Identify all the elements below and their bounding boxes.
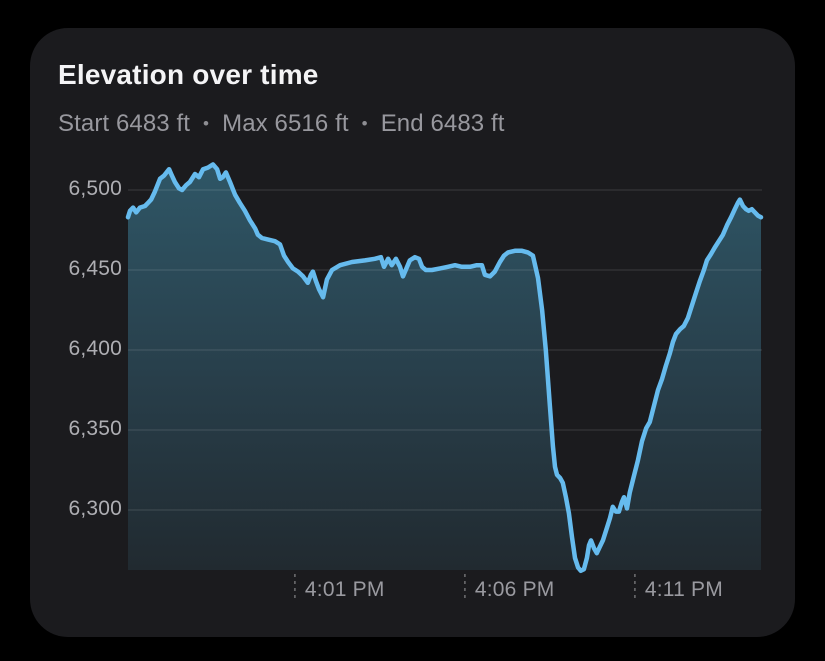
separator-dot: • [361, 114, 368, 133]
separator-dot: • [203, 114, 210, 133]
page-title: Elevation over time [58, 59, 319, 90]
chart-plot-area[interactable] [128, 160, 762, 570]
stat-start: Start 6483 ft [58, 110, 191, 137]
elevation-chart[interactable] [30, 28, 795, 637]
elevation-line [125, 162, 764, 574]
stat-max: Max 6516 ft [222, 110, 349, 137]
stat-end: End 6483 ft [380, 110, 505, 137]
elevation-card: Elevation over time Start 6483 ft • Max … [30, 28, 795, 637]
area-fill [128, 164, 761, 571]
elevation-stats: Start 6483 ft • Max 6516 ft • End 6483 f… [58, 110, 505, 138]
